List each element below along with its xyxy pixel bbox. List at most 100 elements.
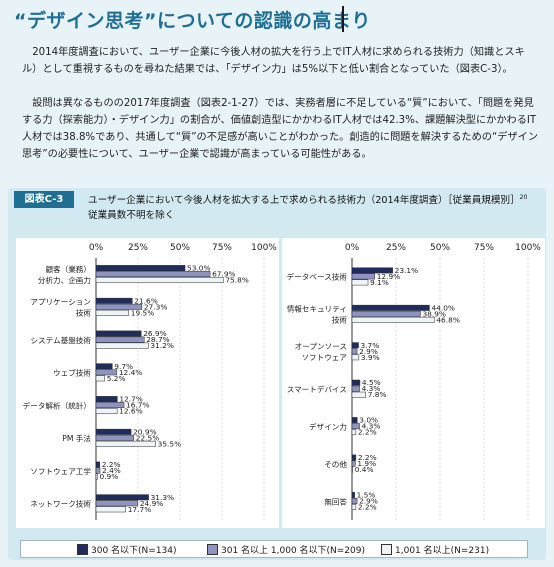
bar-3 bbox=[351, 279, 369, 286]
bar-1 bbox=[351, 267, 393, 274]
data-label: 9.1% bbox=[370, 278, 389, 287]
data-label: 7.8% bbox=[368, 390, 387, 399]
left-chart-panel: 0% 25% 50% 75% 100% 顧客（業務）分析力、企画力 53.0% 67.9% 75… bbox=[16, 238, 279, 528]
bar-3 bbox=[351, 391, 366, 398]
data-label: 2.2% bbox=[358, 502, 377, 511]
legend-item-2: 301 名以上 1,000 名以下(N=209) bbox=[207, 543, 365, 556]
bar-3 bbox=[95, 342, 149, 349]
bar-2 bbox=[351, 273, 375, 280]
bar-1 bbox=[95, 297, 133, 304]
category-label: アプリケーション技術 bbox=[30, 298, 91, 318]
x-tick-label: 25% bbox=[128, 243, 148, 253]
data-label: 67.9% bbox=[212, 270, 235, 279]
data-label: 2.9% bbox=[359, 347, 378, 356]
data-label: 3.9% bbox=[361, 353, 380, 362]
x-tick-label: 75% bbox=[212, 243, 232, 253]
bar-2 bbox=[95, 336, 145, 343]
data-label: 12.6% bbox=[119, 407, 142, 416]
data-label: 9.7% bbox=[114, 362, 133, 371]
legend-label-1: 300 名以下(N=134) bbox=[91, 546, 177, 556]
data-label: 28.7% bbox=[146, 335, 169, 344]
data-label: 3.7% bbox=[361, 341, 380, 350]
bar-1 bbox=[95, 396, 118, 403]
data-label: 75.8% bbox=[225, 276, 248, 285]
legend-item-1: 300 名以下(N=134) bbox=[77, 543, 177, 556]
data-label: 46.8% bbox=[436, 315, 459, 324]
legend-swatch-1 bbox=[77, 544, 88, 555]
chart-legend: 300 名以下(N=134) 301 名以上 1,000 名以下(N=209) … bbox=[20, 540, 528, 558]
figure-title-block: ユーザー企業において今後人材を拡大する上で求められる技術力（2014年度調査）［… bbox=[88, 190, 538, 223]
data-label: 12.9% bbox=[377, 272, 400, 281]
legend-label-2: 301 名以上 1,000 名以下(N=209) bbox=[221, 546, 366, 556]
data-label: 27.3% bbox=[144, 302, 167, 311]
category-label: ソフトウェア工学 bbox=[30, 466, 91, 476]
bar-2 bbox=[95, 303, 143, 310]
category-label: 顧客（業務）分析力、企画力 bbox=[38, 264, 91, 285]
right-chart-panel: 0% 25% 50% 75% 100% データベース技術 23.1% 12.9% 9.1% 情報セ… bbox=[282, 238, 545, 528]
data-label: 35.5% bbox=[158, 439, 181, 448]
category-label: その他 bbox=[324, 459, 347, 469]
category-label: データベース技術 bbox=[287, 272, 348, 282]
data-label: 5.2% bbox=[107, 374, 126, 383]
data-label: 44.0% bbox=[431, 303, 454, 312]
bar-1 bbox=[351, 454, 357, 461]
bar-1 bbox=[351, 304, 430, 311]
bar-2 bbox=[351, 385, 360, 392]
data-label: 1.9% bbox=[357, 459, 376, 468]
category-label: ネットワーク技術 bbox=[30, 499, 91, 509]
data-label: 53.0% bbox=[187, 264, 210, 273]
legend-label-3: 1,001 名以上(N=231) bbox=[395, 546, 490, 556]
data-label: 1.5% bbox=[357, 490, 376, 499]
x-tick-label: 0% bbox=[345, 243, 360, 253]
legend-item-3: 1,001 名以上(N=231) bbox=[381, 543, 489, 556]
data-label: 17.7% bbox=[128, 505, 151, 514]
category-label: 情報セキュリティ技術 bbox=[287, 304, 348, 325]
bar-3 bbox=[351, 504, 357, 510]
bar-2 bbox=[351, 498, 358, 504]
bar-1 bbox=[95, 330, 142, 337]
category-label: デザイン力 bbox=[309, 421, 347, 431]
data-label: 0.4% bbox=[355, 465, 374, 474]
data-label: 4.5% bbox=[362, 378, 381, 387]
x-tick-label: 50% bbox=[170, 243, 190, 253]
right-bar-chart: 0% 25% 50% 75% 100% データベース技術 23.1%12.9%9.1% 情報セ… bbox=[287, 243, 541, 520]
figure-footnote-mark: 20 bbox=[519, 194, 528, 201]
data-label: 4.3% bbox=[362, 422, 381, 431]
bar-1 bbox=[95, 428, 132, 435]
data-label: 20.9% bbox=[133, 427, 156, 436]
category-label: スマートデバイス bbox=[287, 384, 347, 394]
data-label: 3.0% bbox=[359, 416, 378, 425]
data-label: 24.9% bbox=[140, 499, 163, 508]
bar-1 bbox=[95, 363, 113, 370]
bar-3 bbox=[95, 440, 156, 447]
data-label: 19.5% bbox=[131, 308, 154, 317]
x-tick-label: 0% bbox=[89, 243, 104, 253]
data-label: 4.3% bbox=[362, 384, 381, 393]
bar-3 bbox=[351, 429, 357, 436]
category-label: PM 手法 bbox=[62, 433, 91, 443]
body-paragraph-2: 設問は異なるものの2017年度調査（図表2-1-27）では、実務者層に不足してい… bbox=[22, 95, 540, 163]
data-label: 31.2% bbox=[150, 341, 173, 350]
data-label: 12.4% bbox=[119, 368, 142, 377]
bar-1 bbox=[351, 492, 355, 498]
bar-2 bbox=[351, 310, 421, 317]
data-label: 12.7% bbox=[119, 395, 142, 404]
paragraph-text-2: 設問は異なるものの2017年度調査（図表2-1-27）では、実務者層に不足してい… bbox=[22, 98, 539, 160]
figure-label: 図表C-3 bbox=[14, 191, 74, 208]
data-label: 0.9% bbox=[100, 472, 119, 481]
legend-swatch-3 bbox=[381, 544, 392, 555]
bar-3 bbox=[351, 316, 435, 323]
category-label: データ解析（統計） bbox=[23, 400, 91, 410]
legend-swatch-2 bbox=[207, 544, 218, 555]
x-tick-label: 100% bbox=[515, 243, 541, 253]
figure-title: ユーザー企業において今後人材を拡大する上で求められる技術力（2014年度調査）［… bbox=[88, 195, 520, 207]
x-tick-label: 25% bbox=[386, 243, 406, 253]
data-label: 2.4% bbox=[102, 466, 121, 475]
bar-1 bbox=[95, 265, 186, 272]
bar-3 bbox=[95, 375, 105, 382]
x-tick-label: 75% bbox=[474, 243, 494, 253]
bar-3 bbox=[95, 506, 126, 513]
data-label: 2.2% bbox=[358, 453, 377, 462]
x-tick-label: 100% bbox=[251, 243, 277, 253]
data-label: 22.5% bbox=[136, 433, 159, 442]
